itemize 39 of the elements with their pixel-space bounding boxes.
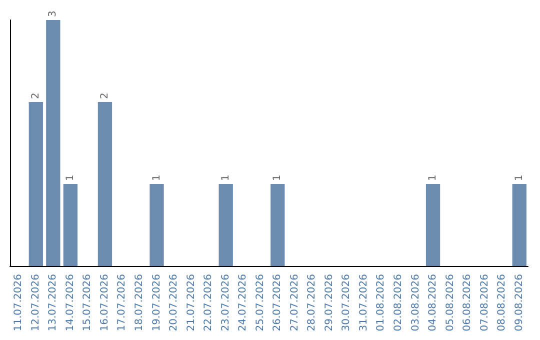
x-tick-label: 06.08.2026: [462, 274, 474, 332]
data-label: 1: [428, 174, 439, 181]
x-tick-label: 13.07.2026: [48, 274, 59, 332]
x-tick-label: 02.08.2026: [393, 274, 404, 332]
x-tick-label: 14.07.2026: [64, 274, 76, 332]
x-tick-label: 30.07.2026: [341, 274, 352, 332]
x-tick-label: 01.08.2026: [376, 274, 387, 332]
x-tick-label: 17.07.2026: [116, 274, 128, 332]
data-label: 1: [220, 174, 232, 181]
x-tick-label: 16.07.2026: [99, 274, 110, 332]
x-tick-label: 12.07.2026: [30, 274, 42, 332]
x-tick-label: 18.07.2026: [134, 274, 145, 332]
x-tick-label: 29.07.2026: [324, 274, 335, 332]
x-tick-label: 09.08.2026: [514, 274, 525, 332]
x-tick-label: 22.07.2026: [203, 274, 214, 332]
x-tick-label: 03.08.2026: [410, 274, 422, 332]
x-tick-label: 28.07.2026: [306, 274, 318, 332]
x-tick-label: 04.08.2026: [428, 274, 439, 332]
x-tick-label: 05.08.2026: [444, 274, 456, 332]
x-tick-label: 15.07.2026: [82, 274, 94, 332]
x-tick-label: 23.07.2026: [220, 274, 232, 332]
x-tick-label: 21.07.2026: [186, 274, 197, 332]
data-label: 3: [48, 10, 59, 17]
x-tick-label: 20.07.2026: [168, 274, 180, 332]
data-label: 2: [99, 92, 110, 99]
x-tick-label: 07.08.2026: [479, 274, 490, 332]
x-tick-label: 26.07.2026: [272, 274, 284, 332]
data-label: 2: [30, 92, 42, 99]
data-label: 1: [151, 174, 162, 181]
data-label: 1: [64, 174, 76, 181]
x-tick-label: 11.07.2026: [13, 274, 24, 332]
x-tick-label: 27.07.2026: [289, 274, 300, 332]
data-label: 1: [514, 174, 525, 181]
x-tick-label: 25.07.2026: [254, 274, 266, 332]
x-tick-label: 31.07.2026: [358, 274, 370, 332]
x-tick-label: 19.07.2026: [151, 274, 162, 332]
x-tick-label: 24.07.2026: [238, 274, 249, 332]
x-tick-label: 08.08.2026: [496, 274, 508, 332]
data-label: 1: [272, 174, 284, 181]
